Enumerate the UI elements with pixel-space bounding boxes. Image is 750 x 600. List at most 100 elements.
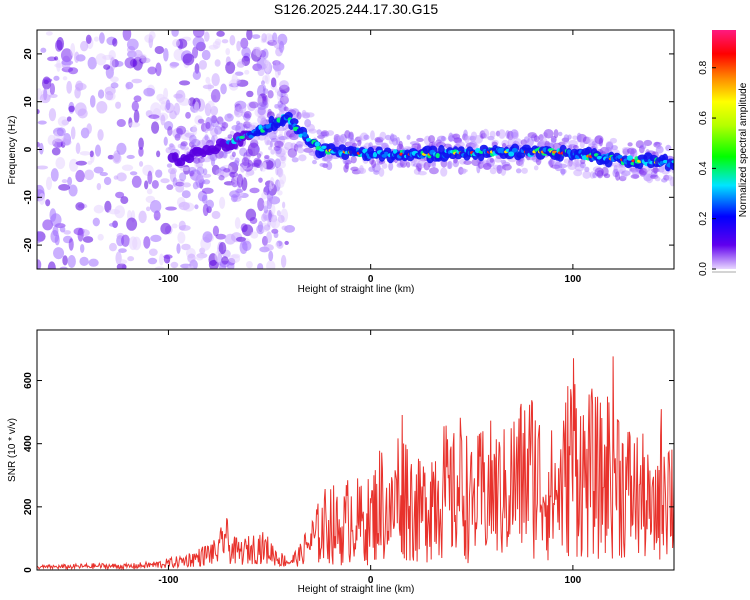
- heatmap-cell: [178, 201, 190, 211]
- heatmap-cell: [243, 110, 252, 119]
- snr-y-ticks: 0 200 400 600: [23, 372, 674, 573]
- heatmap-cell: [160, 222, 172, 235]
- heatmap-cell: [133, 49, 143, 60]
- x-tick-label: -100: [158, 274, 178, 285]
- heatmap-cell: [344, 162, 350, 170]
- y-tick-label: 0: [23, 567, 34, 573]
- heatmap-cell: [225, 47, 231, 56]
- heatmap-cell: [460, 168, 467, 175]
- heatmap-cell: [56, 37, 65, 51]
- heatmap-cell: [67, 176, 73, 186]
- y-tick-label: 0: [23, 146, 34, 152]
- heatmap-cell: [363, 134, 370, 140]
- heatmap-cell: [263, 101, 269, 109]
- heatmap-cell: [489, 130, 496, 138]
- heatmap-cell: [211, 73, 220, 87]
- heatmap-cell: [43, 78, 53, 83]
- heatmap-cell: [79, 243, 85, 254]
- heatmap-cell: [519, 160, 524, 167]
- heatmap-cell: [231, 151, 236, 158]
- heatmap-cell: [202, 179, 211, 185]
- heatmap-cell: [51, 147, 61, 156]
- y-tick-label: 20: [23, 48, 34, 60]
- heatmap-cell: [47, 261, 56, 269]
- heatmap-cell: [139, 161, 144, 167]
- heatmap-cell: [373, 170, 380, 175]
- heatmap-cell: [266, 140, 271, 146]
- heatmap-cell: [572, 135, 578, 140]
- heatmap-cell: [62, 255, 68, 266]
- heatmap-cell: [68, 184, 78, 197]
- spectrogram-y-label: Frequency (Hz): [7, 116, 18, 185]
- heatmap-cell: [45, 199, 51, 207]
- heatmap-cell: [669, 176, 674, 187]
- heatmap-cell: [489, 158, 494, 163]
- heatmap-cell: [163, 254, 173, 259]
- heatmap-cell: [260, 80, 265, 86]
- heatmap-cell: [234, 217, 241, 229]
- heatmap-cell: [92, 217, 100, 227]
- heatmap-cell: [89, 95, 96, 108]
- heatmap-cell: [163, 87, 169, 100]
- heatmap-cell: [77, 108, 88, 119]
- heatmap-cell: [45, 176, 53, 191]
- heatmap-cell: [246, 30, 253, 41]
- heatmap-cell: [38, 193, 46, 205]
- heatmap-cell: [350, 155, 357, 164]
- heatmap-cell: [54, 56, 59, 61]
- snr-frame: [36, 329, 675, 571]
- heatmap-cell: [273, 231, 279, 239]
- heatmap-cell: [53, 247, 65, 260]
- heatmap-cell: [314, 141, 320, 147]
- heatmap-cell: [371, 159, 377, 168]
- heatmap-cell: [96, 182, 102, 191]
- heatmap-cell: [75, 169, 85, 183]
- heatmap-cell: [116, 259, 128, 265]
- heatmap-cell: [202, 231, 213, 243]
- heatmap-cell: [440, 167, 448, 177]
- colorbar-tick-label: 0.2: [698, 211, 709, 225]
- heatmap-cell: [68, 238, 74, 251]
- heatmap-cell: [97, 233, 104, 241]
- heatmap-cell: [175, 181, 185, 187]
- heatmap-cell: [246, 90, 254, 98]
- heatmap-cell: [165, 206, 177, 211]
- heatmap-cell: [261, 33, 267, 43]
- heatmap-cell: [214, 250, 222, 263]
- snr-series-line: [37, 356, 674, 570]
- heatmap-cell: [194, 204, 199, 210]
- heatmap-cell: [245, 260, 253, 269]
- colorbar-ticks: 0.0 0.2 0.4 0.6 0.8: [698, 60, 736, 276]
- heatmap-cell: [109, 242, 117, 252]
- heatmap-cell: [192, 46, 199, 59]
- heatmap-cell: [75, 160, 88, 166]
- heatmap-cell: [235, 188, 244, 194]
- heatmap-cell: [291, 157, 299, 163]
- colorbar-label: Normalized spectral amplitude: [738, 82, 749, 217]
- heatmap-cell: [239, 135, 245, 140]
- heatmap-cell: [181, 190, 191, 199]
- figure-title: S126.2025.244.17.30.G15: [274, 1, 438, 17]
- heatmap-cell: [59, 266, 68, 269]
- heatmap-cell: [278, 110, 285, 115]
- heatmap-cell: [225, 61, 236, 74]
- heatmap-cell: [77, 227, 84, 242]
- heatmap-cell: [406, 134, 411, 140]
- heatmap-cell: [229, 34, 236, 46]
- heatmap-cell: [140, 57, 151, 64]
- heatmap-cell: [126, 38, 139, 51]
- heatmap-cell: [240, 37, 249, 49]
- x-tick-label: 100: [565, 274, 582, 285]
- heatmap-cell: [120, 196, 129, 205]
- heatmap-cell: [37, 259, 42, 269]
- snr-x-ticks: -100 0 100: [158, 330, 582, 586]
- heatmap-cell: [138, 137, 144, 150]
- heatmap-cell: [551, 137, 557, 145]
- heatmap-cell: [138, 146, 144, 157]
- heatmap-cell: [82, 236, 94, 243]
- heatmap-cell: [156, 93, 165, 102]
- heatmap-cell: [277, 215, 285, 224]
- heatmap-cell: [236, 120, 241, 126]
- y-tick-label: 600: [23, 372, 34, 389]
